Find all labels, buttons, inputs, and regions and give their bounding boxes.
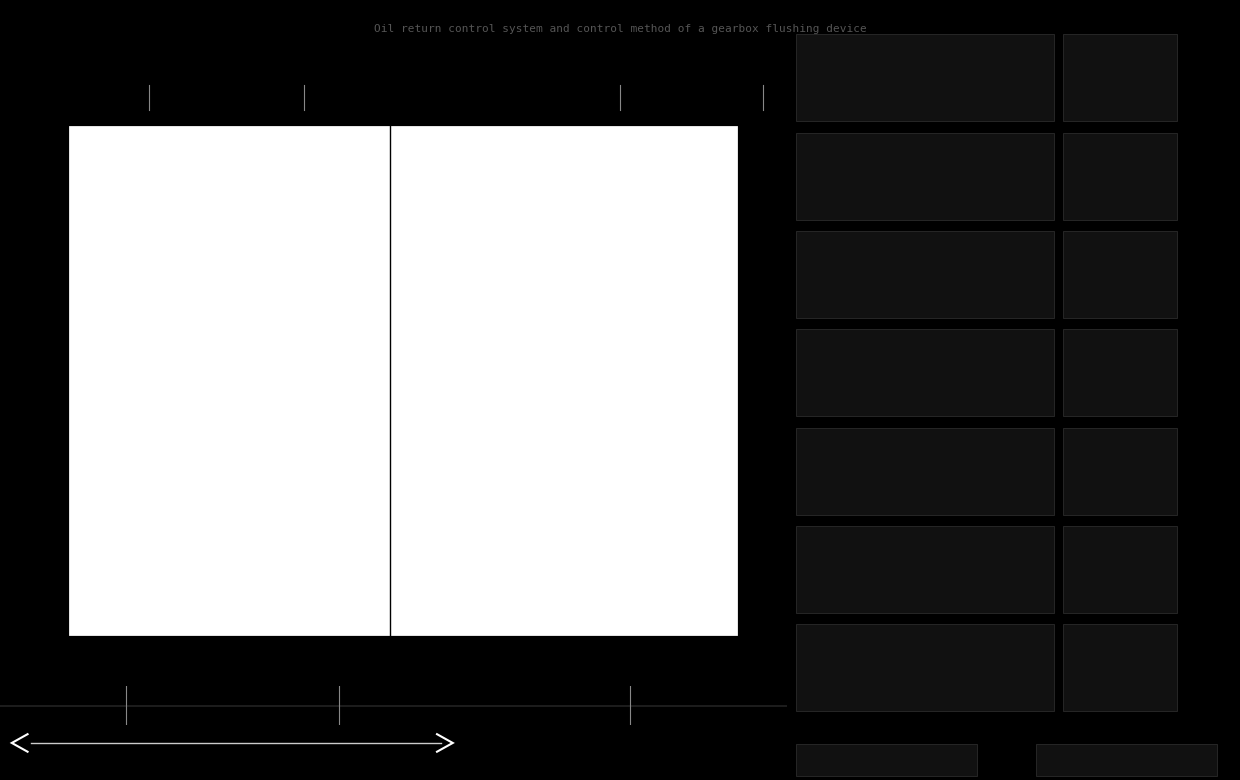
Text: %: % [1204,565,1215,574]
Bar [796,624,1054,711]
Bar [796,526,1054,613]
Bar [1037,743,1218,775]
Text: 10:59:39
2000/12/31: 10:59:39 2000/12/31 [546,661,609,682]
Text: %: % [1204,73,1215,83]
Bar [796,743,977,775]
Bar [1064,624,1177,711]
Text: %: % [1204,171,1215,181]
Text: 10:39:39
2000/12/31: 10:39:39 2000/12/31 [91,661,153,682]
Bar [796,427,1054,515]
Text: Oil return control system and control method of a gearbox flushing device: Oil return control system and control me… [373,23,867,34]
Bar [796,231,1054,318]
Text: ms: ms [1204,466,1221,476]
Bar [1064,34,1177,121]
Bar [1064,133,1177,219]
Bar [1064,526,1177,613]
Bar [796,329,1054,417]
Text: %: % [1204,663,1215,673]
Text: 10:52:59
2000/12/31: 10:52:59 2000/12/31 [419,661,481,682]
Bar [1064,427,1177,515]
Bar [1064,329,1177,417]
Bar [796,34,1054,121]
Bar [796,133,1054,219]
Text: 10:46:19
2000/12/31: 10:46:19 2000/12/31 [211,661,274,682]
Text: ms: ms [1204,367,1221,378]
Bar [1064,231,1177,318]
